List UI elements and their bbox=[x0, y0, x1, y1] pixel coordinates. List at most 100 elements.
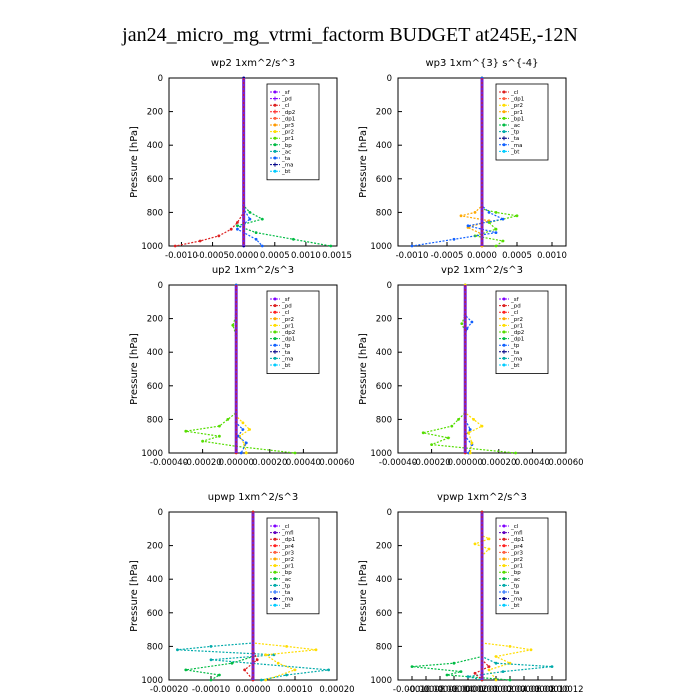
profile-point bbox=[260, 244, 264, 248]
y-tick-label: 800 bbox=[376, 642, 392, 652]
panel-title: up2 1xm^2/s^3 bbox=[212, 265, 294, 276]
profile-point bbox=[473, 211, 477, 214]
y-tick-label: 800 bbox=[147, 208, 163, 218]
profile-point bbox=[243, 668, 247, 672]
legend-marker bbox=[502, 110, 506, 114]
profile-point bbox=[494, 678, 498, 682]
profile-point bbox=[241, 421, 245, 425]
profile-point bbox=[201, 439, 205, 443]
legend-marker bbox=[273, 149, 277, 153]
profile-point bbox=[452, 661, 456, 665]
figure-title: jan24_micro_mg_vtrmi_factorm BUDGET at24… bbox=[121, 24, 578, 46]
legend-label: _ma bbox=[510, 597, 522, 603]
x-tick-label: 0.00040 bbox=[286, 458, 321, 468]
legend-marker bbox=[273, 136, 277, 140]
profile-point bbox=[459, 214, 463, 218]
y-axis-label: Pressure [hPa] bbox=[129, 126, 140, 198]
legend-marker bbox=[273, 356, 277, 360]
profile-point bbox=[473, 542, 477, 546]
profile-point bbox=[209, 678, 213, 682]
x-tick-label: 0.00000 bbox=[464, 685, 499, 695]
legend-marker bbox=[273, 130, 277, 134]
legend-marker bbox=[273, 583, 277, 587]
profile-point bbox=[260, 217, 264, 221]
profile-point bbox=[508, 645, 512, 648]
y-tick-label: 200 bbox=[147, 542, 163, 552]
profile-point bbox=[276, 661, 280, 665]
panel-title: upwp 1xm^2/s^3 bbox=[208, 492, 298, 503]
y-tick-label: 600 bbox=[376, 175, 392, 185]
panel-2: wp3 1xm^{3} s^{-4} 0 200 400 600 800 1000 Press… bbox=[358, 58, 567, 261]
legend-label: _bp bbox=[281, 143, 292, 149]
legend-marker bbox=[502, 531, 506, 535]
legend-label: _ma bbox=[281, 356, 293, 362]
legend-marker bbox=[273, 544, 277, 548]
legend-marker bbox=[273, 304, 277, 308]
x-tick-label: 0.00020 bbox=[481, 458, 516, 468]
profile-point bbox=[460, 322, 464, 325]
profile-line bbox=[474, 78, 518, 247]
profile-point bbox=[176, 648, 179, 652]
y-tick-label: 200 bbox=[376, 315, 392, 325]
legend-label: _bt bbox=[281, 363, 291, 369]
y-axis-label: Pressure [hPa] bbox=[129, 333, 140, 405]
legend-label: _pr1 bbox=[510, 110, 523, 116]
legend-label: _cl bbox=[510, 524, 519, 530]
y-tick-label: 0 bbox=[387, 281, 392, 291]
legend-marker bbox=[273, 337, 277, 341]
y-tick-label: 200 bbox=[147, 108, 163, 118]
y-tick-label: 600 bbox=[376, 382, 392, 392]
legend-label: _bt bbox=[510, 603, 520, 609]
x-tick-label: 0.00004 bbox=[492, 685, 527, 695]
legend-marker bbox=[273, 143, 277, 147]
x-tick-label: 0.00010 bbox=[277, 685, 312, 695]
profile-point bbox=[494, 655, 498, 658]
x-tick-label: -0.00010 bbox=[192, 685, 230, 695]
profile-point bbox=[260, 678, 263, 682]
x-tick-label: -0.00010 bbox=[393, 685, 431, 695]
profile-point bbox=[466, 224, 470, 228]
legend-label: _sf bbox=[281, 297, 291, 303]
x-tick-label: 0.0000 bbox=[229, 251, 259, 261]
legend-label: _ma bbox=[510, 356, 522, 362]
profile-point bbox=[248, 217, 252, 221]
panel-title: vpwp 1xm^2/s^3 bbox=[437, 492, 527, 503]
y-tick-label: 1000 bbox=[141, 449, 163, 459]
legend-label: _ac bbox=[510, 123, 520, 129]
legend-label: _pd bbox=[281, 97, 292, 103]
legend-marker bbox=[273, 577, 277, 581]
y-tick-label: 800 bbox=[376, 208, 392, 218]
legend-label: _pr1 bbox=[281, 136, 294, 142]
x-tick-label: 0.00040 bbox=[515, 458, 550, 468]
legend-marker bbox=[502, 130, 506, 134]
profile-point bbox=[514, 451, 517, 455]
profile-point bbox=[244, 451, 248, 455]
legend-marker bbox=[273, 550, 277, 554]
y-tick-label: 200 bbox=[376, 542, 392, 552]
legend-label: _ma bbox=[510, 143, 522, 149]
x-tick-label: 0.00020 bbox=[319, 685, 354, 695]
legend-marker bbox=[273, 570, 277, 574]
y-tick-label: 200 bbox=[147, 315, 163, 325]
legend-marker bbox=[273, 597, 277, 601]
profile-point bbox=[173, 244, 177, 248]
y-tick-label: 800 bbox=[147, 642, 163, 652]
legend-label: _ac bbox=[281, 577, 291, 583]
profile-point bbox=[254, 237, 258, 241]
legend-marker bbox=[502, 317, 506, 321]
legend-marker bbox=[273, 557, 277, 561]
legend-marker bbox=[273, 90, 277, 94]
y-tick-label: 0 bbox=[387, 74, 392, 84]
legend-label: _pr2 bbox=[510, 317, 523, 323]
profile-point bbox=[452, 237, 456, 241]
profile-line bbox=[252, 512, 317, 681]
profile-point bbox=[468, 428, 472, 431]
legend-label: _dp2 bbox=[281, 330, 295, 336]
profile-point bbox=[218, 424, 221, 428]
profile-point bbox=[494, 661, 498, 665]
y-tick-label: 400 bbox=[147, 575, 163, 585]
legend-marker bbox=[502, 363, 506, 367]
profile-point bbox=[218, 673, 221, 677]
profile-line bbox=[235, 78, 331, 247]
y-axis-label: Pressure [hPa] bbox=[358, 333, 369, 405]
